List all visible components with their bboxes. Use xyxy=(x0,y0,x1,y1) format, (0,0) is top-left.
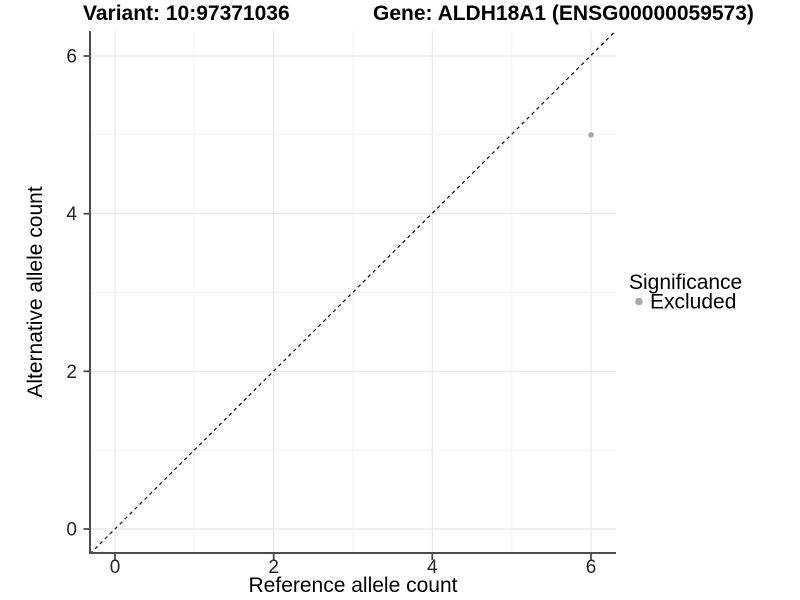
y-tick-label-0: 0 xyxy=(66,520,77,541)
x-tick-label-2: 2 xyxy=(268,557,279,578)
legend: Significance Excluded xyxy=(629,271,742,314)
x-tick-label-0: 0 xyxy=(110,557,121,578)
x-tick-label-6: 6 xyxy=(586,557,597,578)
y-tick-label-6: 6 xyxy=(66,47,77,68)
x-tick-label-4: 4 xyxy=(427,557,438,578)
identity-line xyxy=(89,30,617,555)
tick-marks xyxy=(83,55,592,560)
y-tick-label-4: 4 xyxy=(66,204,77,225)
legend-title: Significance xyxy=(629,271,742,294)
x-axis-label: Reference allele count xyxy=(249,574,458,597)
plot-title-gene: Gene: ALDH18A1 (ENSG00000059573) xyxy=(373,2,754,25)
y-axis-label: Alternative allele count xyxy=(24,186,47,397)
y-tick-label-2: 2 xyxy=(66,362,77,383)
grid-major xyxy=(90,31,616,553)
legend-item-excluded: Excluded xyxy=(650,291,736,314)
legend-marker-dot-icon xyxy=(635,297,643,306)
data-point xyxy=(588,132,594,138)
plot-title-variant: Variant: 10:97371036 xyxy=(83,2,290,25)
